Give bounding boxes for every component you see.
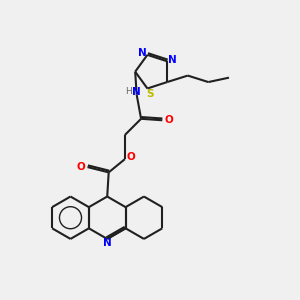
Text: O: O	[164, 115, 173, 125]
Text: O: O	[76, 162, 85, 172]
Text: H: H	[125, 87, 132, 96]
Text: O: O	[127, 152, 136, 162]
Text: N: N	[132, 87, 140, 97]
Text: N: N	[138, 48, 146, 59]
Text: N: N	[168, 55, 177, 65]
Text: N: N	[103, 238, 112, 248]
Text: S: S	[147, 89, 154, 99]
